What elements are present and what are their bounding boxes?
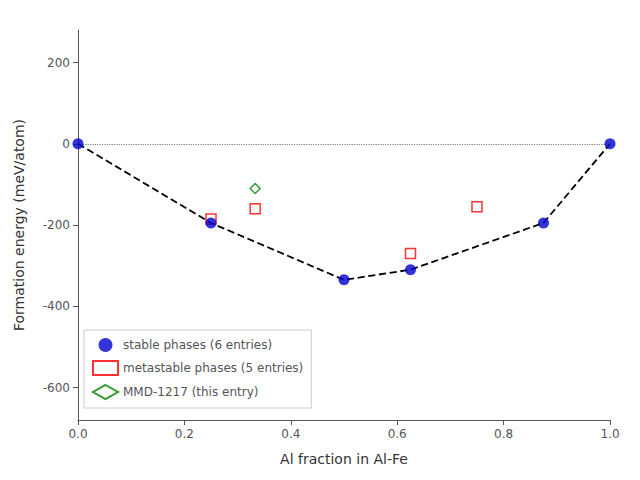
svg-text:stable phases (6 entries): stable phases (6 entries) <box>123 338 272 352</box>
svg-text:200: 200 <box>47 56 70 70</box>
svg-text:-200: -200 <box>43 218 70 232</box>
svg-text:0: 0 <box>62 137 70 151</box>
svg-text:metastable phases (5 entries): metastable phases (5 entries) <box>123 361 303 375</box>
svg-text:MMD-1217 (this entry): MMD-1217 (this entry) <box>123 385 258 399</box>
svg-text:0.6: 0.6 <box>388 427 407 441</box>
svg-text:1.0: 1.0 <box>600 427 619 441</box>
svg-text:Formation energy (meV/atom): Formation energy (meV/atom) <box>11 119 27 331</box>
svg-text:0.2: 0.2 <box>175 427 194 441</box>
svg-text:-600: -600 <box>43 381 70 395</box>
svg-text:0.0: 0.0 <box>68 427 87 441</box>
svg-text:0.8: 0.8 <box>494 427 513 441</box>
svg-text:Al fraction in Al-Fe: Al fraction in Al-Fe <box>280 451 408 467</box>
svg-text:0.4: 0.4 <box>281 427 300 441</box>
svg-text:-400: -400 <box>43 299 70 313</box>
